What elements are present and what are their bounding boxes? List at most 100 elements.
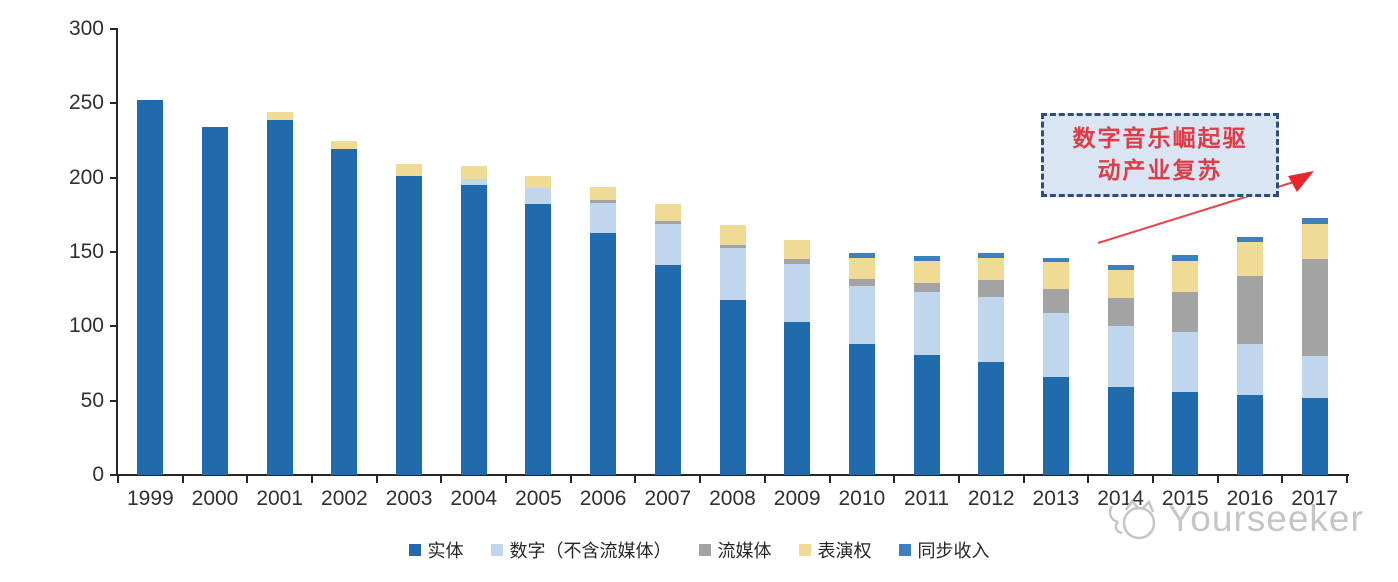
legend-item: 流媒体 (698, 537, 772, 563)
bar-segment-2010 (848, 286, 875, 345)
bar-segment-2013 (1042, 262, 1069, 290)
y-tick-label: 200 (68, 165, 104, 189)
bar-segment-2007 (654, 204, 681, 221)
x-tick-label: 2016 (1226, 487, 1274, 510)
legend-item: 同步收入 (898, 537, 990, 563)
x-tick-label: 2006 (579, 487, 627, 510)
x-tick-label: 2012 (967, 487, 1015, 510)
bar-segment-2014 (1107, 387, 1134, 475)
y-tick-mark (110, 474, 117, 476)
x-tick-mark (1151, 475, 1154, 483)
bar-segment-2016 (1236, 275, 1263, 345)
bar-segment-2011 (913, 283, 940, 293)
bar-segment-2010 (848, 278, 875, 287)
y-tick-label: 100 (68, 314, 104, 338)
x-tick-mark (763, 475, 766, 483)
bar-segment-2014 (1107, 269, 1134, 299)
bar-segment-2006 (590, 232, 617, 475)
y-tick-mark (110, 28, 117, 30)
x-tick-label: 2007 (644, 487, 692, 510)
bar-segment-2010 (848, 344, 875, 475)
x-tick-mark (828, 475, 831, 483)
x-tick-label: 2003 (385, 487, 433, 510)
y-axis-line (116, 28, 118, 476)
bar-segment-2002 (331, 149, 358, 475)
bar-segment-2015 (1172, 292, 1199, 333)
bar-segment-2007 (654, 265, 681, 475)
chart-legend: 实体 数字（不含流媒体） 流媒体 表演权 同步收入 (0, 537, 1398, 563)
x-tick-mark (1346, 475, 1348, 483)
x-tick-mark (1022, 475, 1025, 483)
x-tick-label: 2002 (321, 487, 368, 510)
y-tick-label: 300 (68, 17, 104, 40)
bar-segment-2008 (719, 225, 746, 245)
bar-segment-2016 (1236, 344, 1263, 395)
bar-segment-2012 (978, 362, 1005, 475)
x-tick-mark (699, 475, 702, 483)
x-tick-label: 2008 (709, 487, 756, 510)
bar-segment-2009 (784, 321, 811, 475)
bar-segment-2016 (1236, 394, 1263, 475)
y-tick-label: 250 (68, 91, 104, 115)
bar-segment-2015 (1172, 260, 1199, 293)
bar-segment-2007 (654, 223, 681, 266)
bar-segment-2012 (978, 257, 1005, 281)
watermark: Yourseeker (1106, 496, 1364, 542)
x-tick-mark (440, 475, 443, 483)
bar-segment-2004 (460, 165, 487, 180)
legend-swatch-icon (490, 544, 503, 556)
x-axis-line (114, 474, 1349, 476)
x-tick-mark (117, 475, 119, 483)
bar-segment-2000 (202, 127, 229, 475)
annotation-callout: 数字音乐崛起驱 动产业复苏 (1041, 113, 1279, 197)
bar-segment-2011 (913, 292, 940, 355)
annotation-line2: 动产业复苏 (1097, 158, 1223, 183)
x-tick-label: 2004 (450, 487, 498, 510)
x-tick-label: 1999 (126, 487, 174, 510)
bar-segment-2013 (1042, 257, 1069, 263)
y-tick-label: 150 (68, 240, 104, 263)
legend-item: 数字（不含流媒体） (490, 537, 672, 563)
legend-item: 实体 (408, 537, 464, 563)
bar-segment-2001 (266, 112, 293, 120)
bar-segment-2016 (1236, 241, 1263, 276)
bar-segment-2008 (719, 299, 746, 475)
x-tick-label: 2011 (903, 487, 950, 510)
bar-segment-2015 (1172, 332, 1199, 392)
bar-segment-2011 (913, 354, 940, 475)
x-tick-mark (375, 475, 378, 483)
bar-segment-2009 (784, 263, 811, 322)
bar-segment-2015 (1172, 254, 1199, 261)
x-tick-mark (634, 475, 637, 483)
legend-swatch-icon (698, 544, 711, 556)
bar-segment-2006 (590, 202, 617, 233)
bar-segment-2014 (1107, 298, 1134, 327)
bar-segment-1999 (137, 100, 164, 475)
y-tick-mark (110, 176, 117, 179)
x-tick-mark (311, 475, 314, 483)
bar-segment-2014 (1107, 265, 1134, 270)
bar-segment-2017 (1301, 223, 1328, 260)
legend-label: 数字（不含流媒体） (509, 541, 672, 561)
x-tick-mark (505, 475, 508, 483)
y-tick-label: 0 (92, 463, 104, 486)
bar-segment-2012 (978, 280, 1005, 297)
watermark-text: Yourseeker (1168, 498, 1364, 539)
x-tick-mark (569, 475, 572, 483)
y-tick-mark (110, 399, 117, 402)
x-tick-mark (957, 475, 960, 483)
bar-segment-2016 (1236, 237, 1263, 242)
x-tick-label: 2015 (1161, 487, 1209, 510)
legend-swatch-icon (798, 544, 811, 556)
bar-segment-2008 (719, 244, 746, 248)
bar-segment-2004 (460, 179, 487, 186)
x-tick-mark (246, 475, 249, 483)
legend-label: 流媒体 (717, 541, 772, 561)
bar-segment-2006 (590, 186, 617, 200)
bar-segment-2010 (848, 257, 875, 279)
bar-segment-2017 (1301, 397, 1328, 475)
bar-segment-2007 (654, 220, 681, 224)
bar-segment-2011 (913, 256, 940, 261)
bar-segment-2010 (848, 253, 875, 258)
